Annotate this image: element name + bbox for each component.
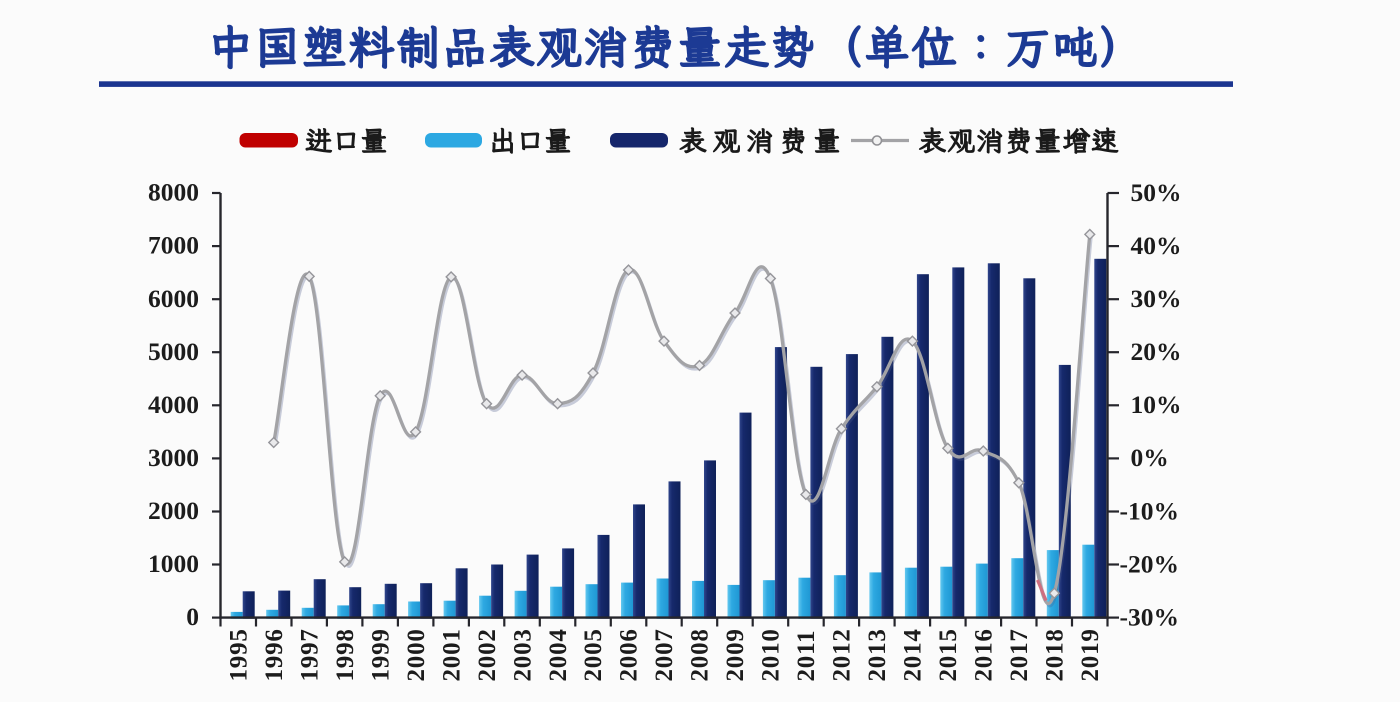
- svg-text:20%: 20%: [1131, 337, 1182, 366]
- svg-text:0: 0: [186, 602, 199, 631]
- svg-text:2005: 2005: [580, 628, 607, 681]
- svg-text:2003: 2003: [509, 628, 536, 681]
- svg-text:2008: 2008: [687, 628, 714, 681]
- svg-text:2000: 2000: [148, 496, 199, 525]
- svg-text:-10%: -10%: [1120, 496, 1180, 525]
- svg-text:2012: 2012: [829, 628, 856, 681]
- svg-text:1995: 1995: [225, 628, 252, 681]
- svg-text:1997: 1997: [296, 628, 323, 681]
- svg-text:6000: 6000: [148, 284, 199, 313]
- svg-text:2014: 2014: [900, 628, 927, 681]
- svg-text:2000: 2000: [403, 628, 430, 681]
- svg-text:0%: 0%: [1131, 443, 1169, 472]
- svg-text:2009: 2009: [722, 628, 749, 681]
- svg-text:40%: 40%: [1131, 231, 1182, 260]
- svg-text:5000: 5000: [148, 337, 199, 366]
- svg-text:2017: 2017: [1006, 628, 1033, 681]
- svg-text:2011: 2011: [793, 630, 820, 682]
- svg-text:1000: 1000: [148, 549, 199, 578]
- svg-text:2002: 2002: [474, 628, 501, 681]
- svg-text:7000: 7000: [148, 231, 199, 260]
- svg-text:1998: 1998: [332, 628, 359, 681]
- svg-text:2006: 2006: [616, 628, 643, 681]
- svg-text:10%: 10%: [1131, 390, 1182, 419]
- svg-text:2007: 2007: [651, 628, 678, 681]
- svg-text:2016: 2016: [971, 628, 998, 681]
- svg-text:50%: 50%: [1131, 178, 1182, 207]
- svg-text:2015: 2015: [935, 628, 962, 681]
- svg-text:30%: 30%: [1131, 284, 1182, 313]
- svg-text:2001: 2001: [438, 628, 465, 681]
- svg-text:2013: 2013: [864, 628, 891, 681]
- svg-text:2004: 2004: [545, 628, 572, 681]
- svg-text:1999: 1999: [367, 628, 394, 681]
- svg-text:4000: 4000: [148, 390, 199, 419]
- svg-text:-30%: -30%: [1120, 602, 1180, 631]
- svg-text:1996: 1996: [261, 628, 288, 681]
- svg-text:8000: 8000: [148, 178, 199, 207]
- svg-text:2019: 2019: [1077, 628, 1104, 681]
- svg-text:2018: 2018: [1042, 628, 1069, 681]
- svg-text:2010: 2010: [758, 628, 785, 681]
- svg-text:3000: 3000: [148, 443, 199, 472]
- svg-text:-20%: -20%: [1120, 549, 1180, 578]
